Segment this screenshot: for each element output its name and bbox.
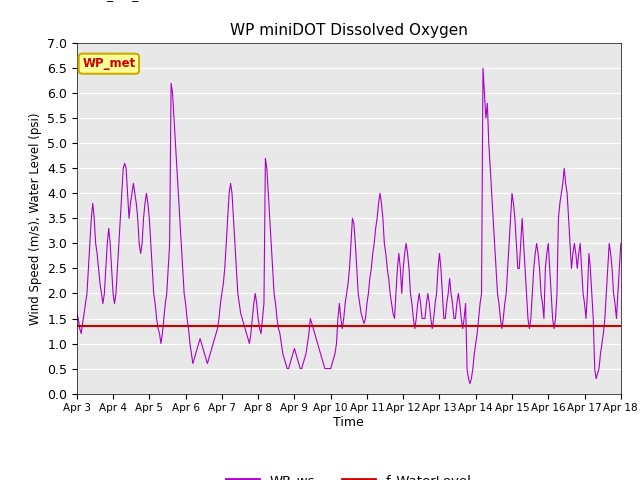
Title: WP miniDOT Dissolved Oxygen: WP miniDOT Dissolved Oxygen <box>230 23 468 38</box>
WP_ws <box>479 65 487 71</box>
WP_ws <box>195 341 202 347</box>
WP_ws <box>617 240 625 246</box>
X-axis label: Time: Time <box>333 416 364 429</box>
WP_ws <box>577 240 584 246</box>
WP_ws <box>611 300 619 306</box>
f_WaterLevel <box>1 323 8 329</box>
Line: WP_ws: WP_ws <box>77 68 621 384</box>
WP_ws <box>289 351 297 357</box>
Text: No data for f_MD_DO: No data for f_MD_DO <box>33 0 157 1</box>
WP_ws <box>73 311 81 316</box>
WP_ws <box>374 201 382 206</box>
Text: WP_met: WP_met <box>82 57 136 70</box>
Y-axis label: Wind Speed (m/s), Water Level (psi): Wind Speed (m/s), Water Level (psi) <box>29 112 42 324</box>
WP_ws <box>466 381 474 386</box>
WP_ws <box>424 290 432 296</box>
Legend: WP_ws, f_WaterLevel: WP_ws, f_WaterLevel <box>221 468 477 480</box>
